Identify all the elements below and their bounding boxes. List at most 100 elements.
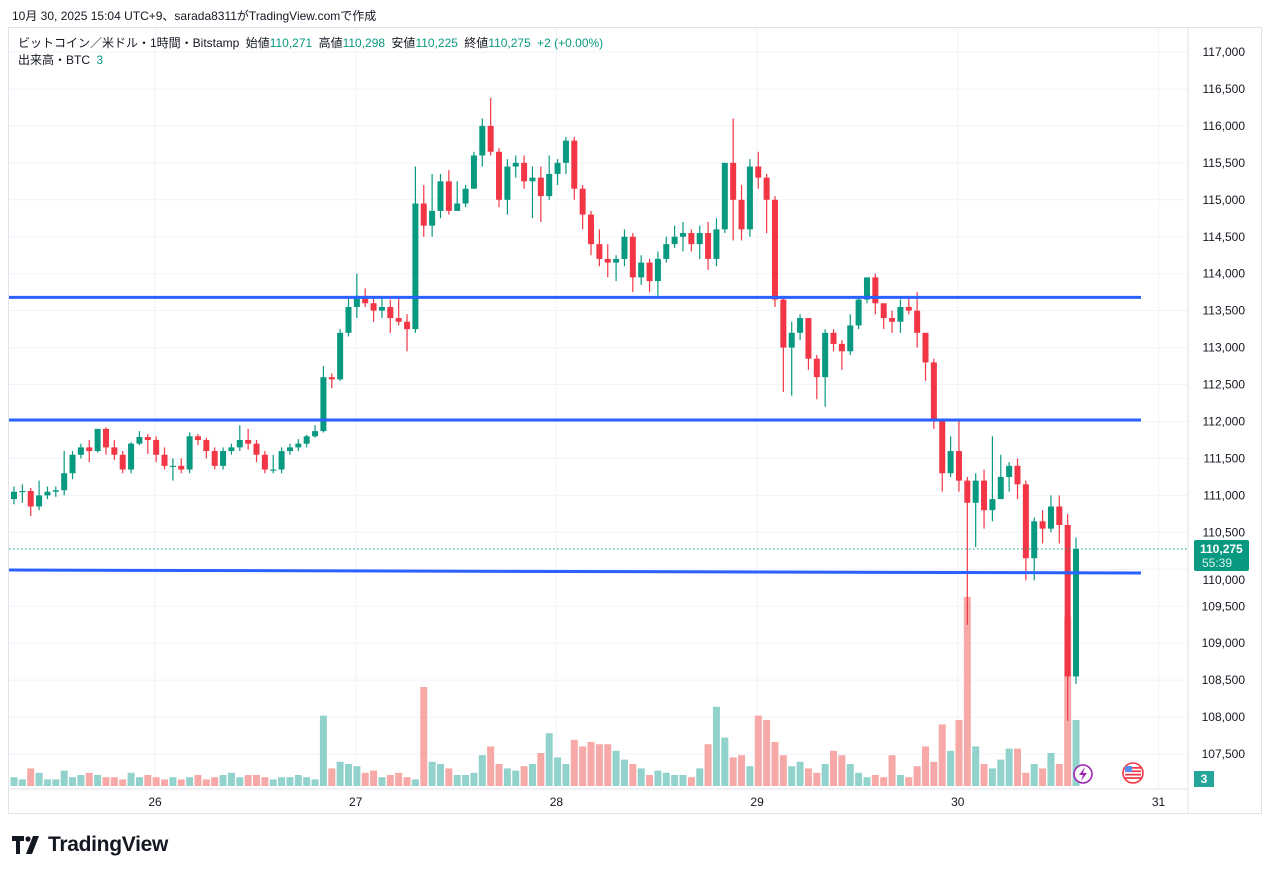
lightning-event-icon[interactable] <box>1073 764 1093 784</box>
symbol-title[interactable]: ビットコイン／米ドル・1時間・Bitstamp <box>18 36 240 50</box>
time-tick-label: 26 <box>148 795 162 809</box>
candle <box>939 421 946 492</box>
candle-body <box>746 166 753 230</box>
candle <box>286 443 293 455</box>
volume-bar <box>269 779 277 786</box>
candle <box>161 447 168 470</box>
volume-bar <box>462 775 470 786</box>
candle <box>889 310 896 333</box>
volume-bar <box>10 777 18 786</box>
volume-bar <box>570 739 578 786</box>
candle <box>1056 495 1063 544</box>
volume-bar <box>595 744 603 786</box>
candle <box>830 329 837 352</box>
volume-bar <box>144 775 152 786</box>
volume-bar <box>905 777 913 786</box>
volume-badge-value: 3 <box>1201 772 1208 786</box>
candle <box>387 299 394 333</box>
flag-canton <box>1125 766 1132 772</box>
candle-body <box>136 437 143 444</box>
time-tick-label: 30 <box>951 795 965 809</box>
candle-body <box>470 155 477 189</box>
volume-bar <box>1047 753 1055 786</box>
price-tick-label: 109,500 <box>1202 599 1246 613</box>
candle <box>420 185 427 237</box>
candle-body <box>1031 521 1038 559</box>
volume-bar <box>361 772 369 786</box>
candle <box>128 442 135 474</box>
chart-frame <box>8 27 1262 814</box>
candle <box>1047 495 1054 533</box>
candle-body <box>680 233 686 237</box>
volume-bar <box>512 770 520 786</box>
volume-bar <box>169 777 177 786</box>
volume-bar <box>913 766 921 786</box>
volume-bar <box>18 779 26 786</box>
last-price-badge <box>1194 539 1249 571</box>
candle-body <box>780 299 787 348</box>
volume-bar <box>211 777 219 786</box>
candle <box>989 436 996 522</box>
candle <box>822 329 829 407</box>
candle-body <box>830 332 837 344</box>
candle-body <box>345 306 352 333</box>
candle <box>303 434 310 448</box>
candle-body <box>1006 465 1013 477</box>
candle <box>211 447 218 470</box>
candle <box>312 425 319 438</box>
volume-bar <box>428 761 436 786</box>
candle-body <box>1047 506 1054 529</box>
candle-body <box>278 451 285 470</box>
volume-label[interactable]: 出来高・BTC <box>18 53 91 67</box>
candle-body <box>52 490 59 492</box>
us-flag-economic-event-icon[interactable] <box>1122 762 1144 784</box>
candle <box>470 151 477 189</box>
candle-body <box>771 199 778 300</box>
candle <box>813 354 820 400</box>
candle-body <box>479 125 486 156</box>
candle <box>245 428 252 450</box>
candle-body <box>905 306 912 311</box>
candle-body <box>111 447 118 455</box>
volume-bar <box>729 757 737 786</box>
candle-body <box>579 188 586 215</box>
volume-badge <box>1194 771 1214 787</box>
candle-body <box>939 421 946 474</box>
tradingview-logo[interactable]: TradingView <box>12 833 168 857</box>
candle-body <box>972 480 979 503</box>
volume-bar <box>871 775 879 786</box>
low-value: 110,225 <box>415 36 458 50</box>
candle <box>696 225 703 259</box>
candle-body <box>529 177 536 182</box>
volume-bar <box>227 772 235 786</box>
volume-bar <box>487 746 495 786</box>
candle <box>462 185 469 208</box>
volume-bar <box>1005 748 1013 786</box>
last-price-value: 110,275 <box>1200 542 1243 556</box>
volume-bar <box>687 777 695 786</box>
close-label: 終値 <box>464 36 489 50</box>
volume-bar <box>303 777 311 786</box>
candle <box>194 434 201 446</box>
volume-bar <box>470 772 478 786</box>
candle <box>278 447 285 474</box>
volume-bar <box>888 755 896 786</box>
volume-bar <box>796 761 804 786</box>
volume-bar <box>386 775 394 786</box>
volume-bar <box>35 772 43 786</box>
candle <box>36 480 43 511</box>
candle-body <box>671 236 678 245</box>
candle-body <box>1064 524 1071 677</box>
candle <box>404 314 411 352</box>
volume-bar <box>562 764 570 786</box>
candle-body <box>588 214 595 245</box>
volume-bar <box>880 777 888 786</box>
candle <box>236 425 243 452</box>
candle <box>922 332 929 381</box>
candle <box>880 303 887 330</box>
open-label: 始値 <box>245 36 270 50</box>
candle <box>1039 510 1046 544</box>
candle-body <box>261 454 268 470</box>
volume-bar <box>813 772 821 786</box>
